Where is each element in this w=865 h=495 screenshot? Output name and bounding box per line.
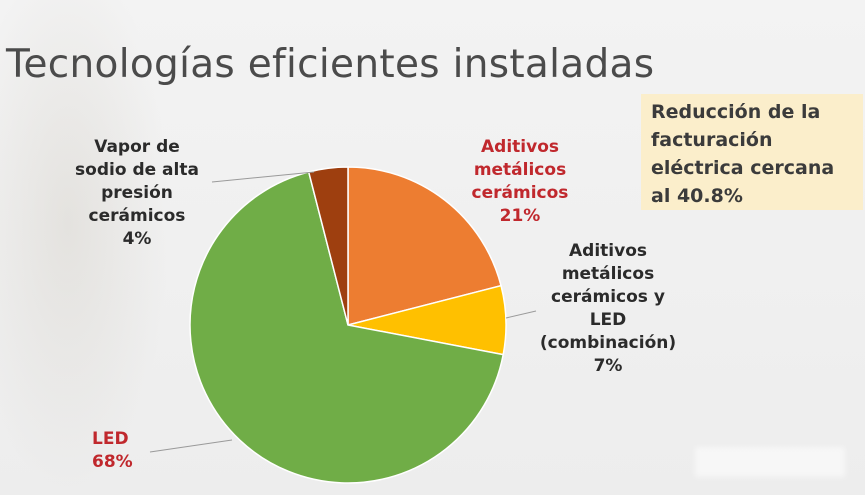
slice-label-line: presión <box>101 183 173 203</box>
pie-slice-vapor <box>307 166 349 326</box>
slice-pct: 68% <box>92 452 133 472</box>
slice-label-line: (combinación) <box>539 333 677 353</box>
leader-line-led <box>149 439 233 453</box>
slice-label-line: LED <box>589 310 627 330</box>
slice-label-combinacion: Aditivos metálicos cerámicos y LED (comb… <box>520 240 696 378</box>
slice-label-line: cerámicos <box>88 206 186 226</box>
slice-label-vapor: Vapor de sodio de alta presión cerámicos… <box>62 136 212 251</box>
savings-note: Reducción de la facturación eléctrica ce… <box>641 94 863 210</box>
slice-label-line: metálicos <box>473 160 567 180</box>
page-title: Tecnologías eficientes instaladas <box>6 42 655 87</box>
note-line: Reducción de la <box>651 101 821 123</box>
watermark-blur <box>695 447 845 477</box>
note-line: al 40.8% <box>651 185 743 207</box>
slice-label-line: Aditivos <box>569 241 647 261</box>
slice-label-line: sodio de alta <box>75 160 199 180</box>
slice-label-line: metálicos <box>561 264 655 284</box>
slice-label-aditivos: Aditivos metálicos cerámicos 21% <box>450 136 590 228</box>
slice-label-line: Vapor de <box>94 137 180 157</box>
slice-label-line: cerámicos y <box>551 287 665 307</box>
note-line: eléctrica cercana <box>651 157 835 179</box>
slice-label-line: LED <box>92 429 129 449</box>
slice-pct: 4% <box>122 229 152 249</box>
slice-label-line: Aditivos <box>481 137 559 157</box>
note-line: facturación <box>651 129 773 151</box>
slice-pct: 21% <box>499 206 541 226</box>
pie-slice-aditivos <box>347 166 502 326</box>
slice-pct: 7% <box>593 356 623 376</box>
leader-line-vapor <box>211 171 315 183</box>
leader-line-combo <box>505 310 537 319</box>
background-decoration <box>0 0 170 495</box>
slice-label-line: cerámicos <box>471 183 569 203</box>
slice-label-led: LED 68% <box>92 428 133 474</box>
pie-slice-led <box>189 171 505 484</box>
